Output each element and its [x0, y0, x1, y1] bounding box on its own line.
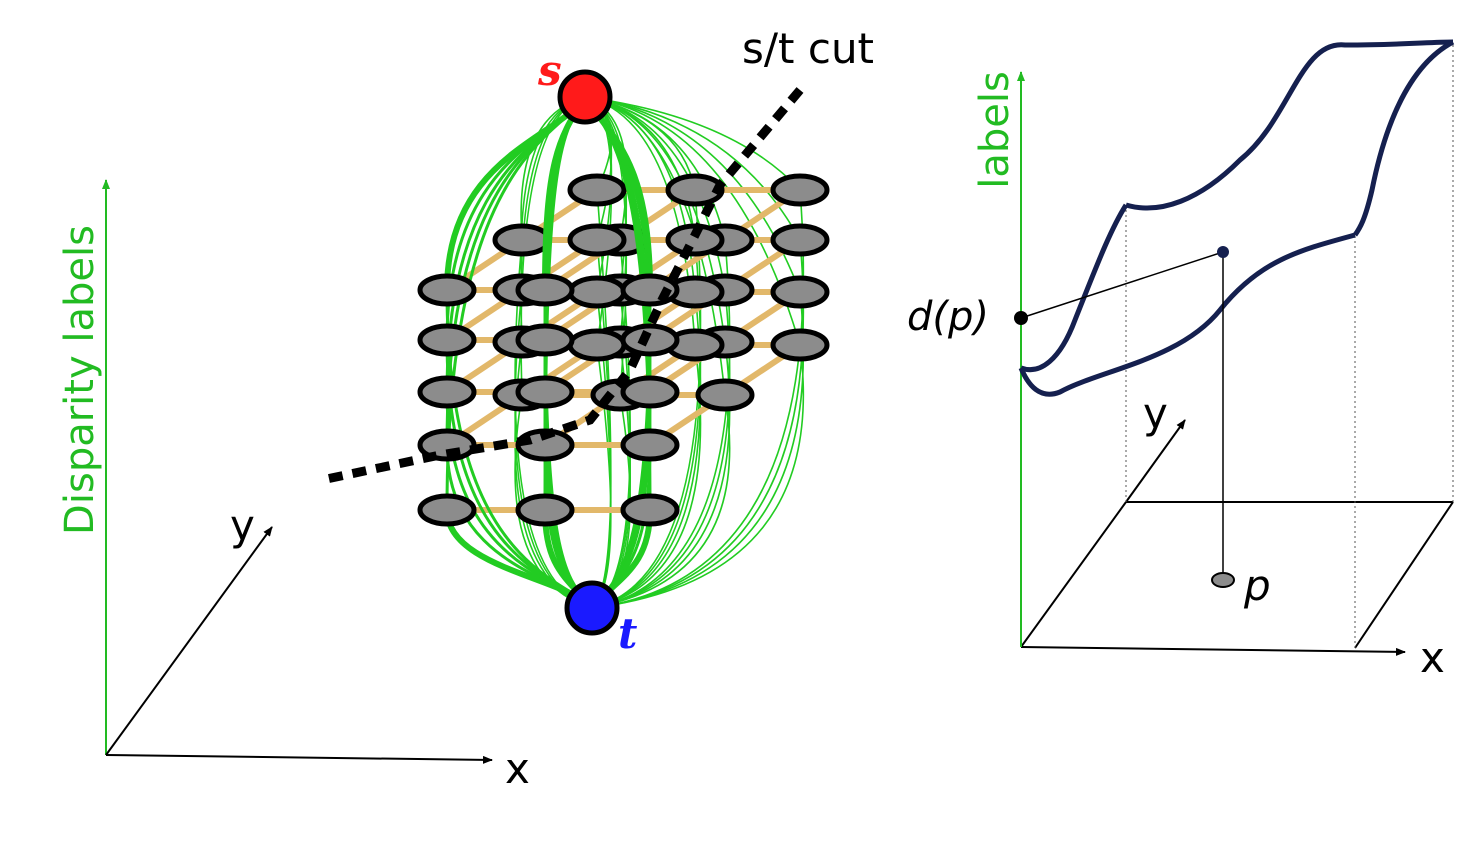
- surface-right-curve: [1352, 39, 1455, 237]
- graph: [417, 95, 830, 611]
- st-cut-label: s/t cut: [742, 24, 874, 73]
- source-edge-thin: [584, 96, 801, 241]
- pixel-node: [770, 328, 830, 362]
- left-y-axis: [105, 526, 273, 756]
- right-x-axis-label: x: [1420, 633, 1445, 682]
- pixel-node: [620, 323, 680, 357]
- left-axes: Disparity labels x y: [57, 179, 530, 793]
- surface-top-curve: [1125, 39, 1454, 211]
- front-layer-nodes: [417, 273, 680, 527]
- pixel-node: [620, 493, 680, 527]
- surface-bottom-curve: [1018, 232, 1356, 397]
- pixel-node: [417, 375, 477, 409]
- left-y-axis-label: y: [230, 501, 255, 550]
- pixel-node: [567, 223, 627, 257]
- right-x-axis: [1020, 646, 1406, 656]
- pixel-node: [417, 323, 477, 357]
- pixel-node: [567, 173, 627, 207]
- pixel-node: [620, 428, 680, 462]
- surface-left-curve: [1020, 203, 1129, 373]
- pixel-node: [770, 173, 830, 207]
- source-label: s: [537, 46, 562, 95]
- pixel-node: [620, 375, 680, 409]
- left-x-axis: [105, 754, 493, 764]
- plane-left-edge: [1020, 501, 1127, 648]
- pixel-node: [695, 378, 755, 412]
- sink-edge-thin: [591, 291, 702, 609]
- projection-line-to-axis: [1020, 251, 1224, 319]
- sink-edge-thin: [591, 291, 805, 609]
- pixel-node: [770, 223, 830, 257]
- source-node: [557, 69, 613, 125]
- surface-point: [1217, 246, 1229, 258]
- sink-label: t: [618, 609, 637, 658]
- pixel-node: [515, 323, 575, 357]
- sink-node: [564, 580, 620, 636]
- pixel-p-node: [1211, 572, 1235, 588]
- pixel-label: p: [1243, 561, 1271, 610]
- axis-value-point: [1014, 311, 1028, 325]
- left-x-axis-label: x: [505, 744, 530, 793]
- right-diagram: labels x y d(p) p: [907, 39, 1455, 682]
- pixel-node: [417, 273, 477, 307]
- pixel-node: [515, 375, 575, 409]
- sink-edge-thin: [591, 239, 702, 609]
- pixel-node: [567, 275, 627, 309]
- pixel-node: [770, 275, 830, 309]
- pixel-node: [567, 328, 627, 362]
- left-disparity-axis-label: Disparity labels: [57, 225, 103, 535]
- right-y-axis: [1125, 419, 1186, 503]
- pixel-node: [492, 223, 552, 257]
- pixel-node: [515, 273, 575, 307]
- point-value-label: d(p): [907, 294, 989, 340]
- right-y-axis-label: y: [1143, 389, 1168, 438]
- sink-edge-thin: [591, 344, 805, 609]
- sink-edge-thin: [591, 289, 731, 609]
- sink-edge-thin: [591, 394, 731, 609]
- right-labels-axis-label: labels: [972, 71, 1018, 189]
- plane-right-edge: [1354, 501, 1454, 649]
- pixel-node: [417, 493, 477, 527]
- pixel-node: [515, 493, 575, 527]
- st-cut-line: [321, 87, 804, 485]
